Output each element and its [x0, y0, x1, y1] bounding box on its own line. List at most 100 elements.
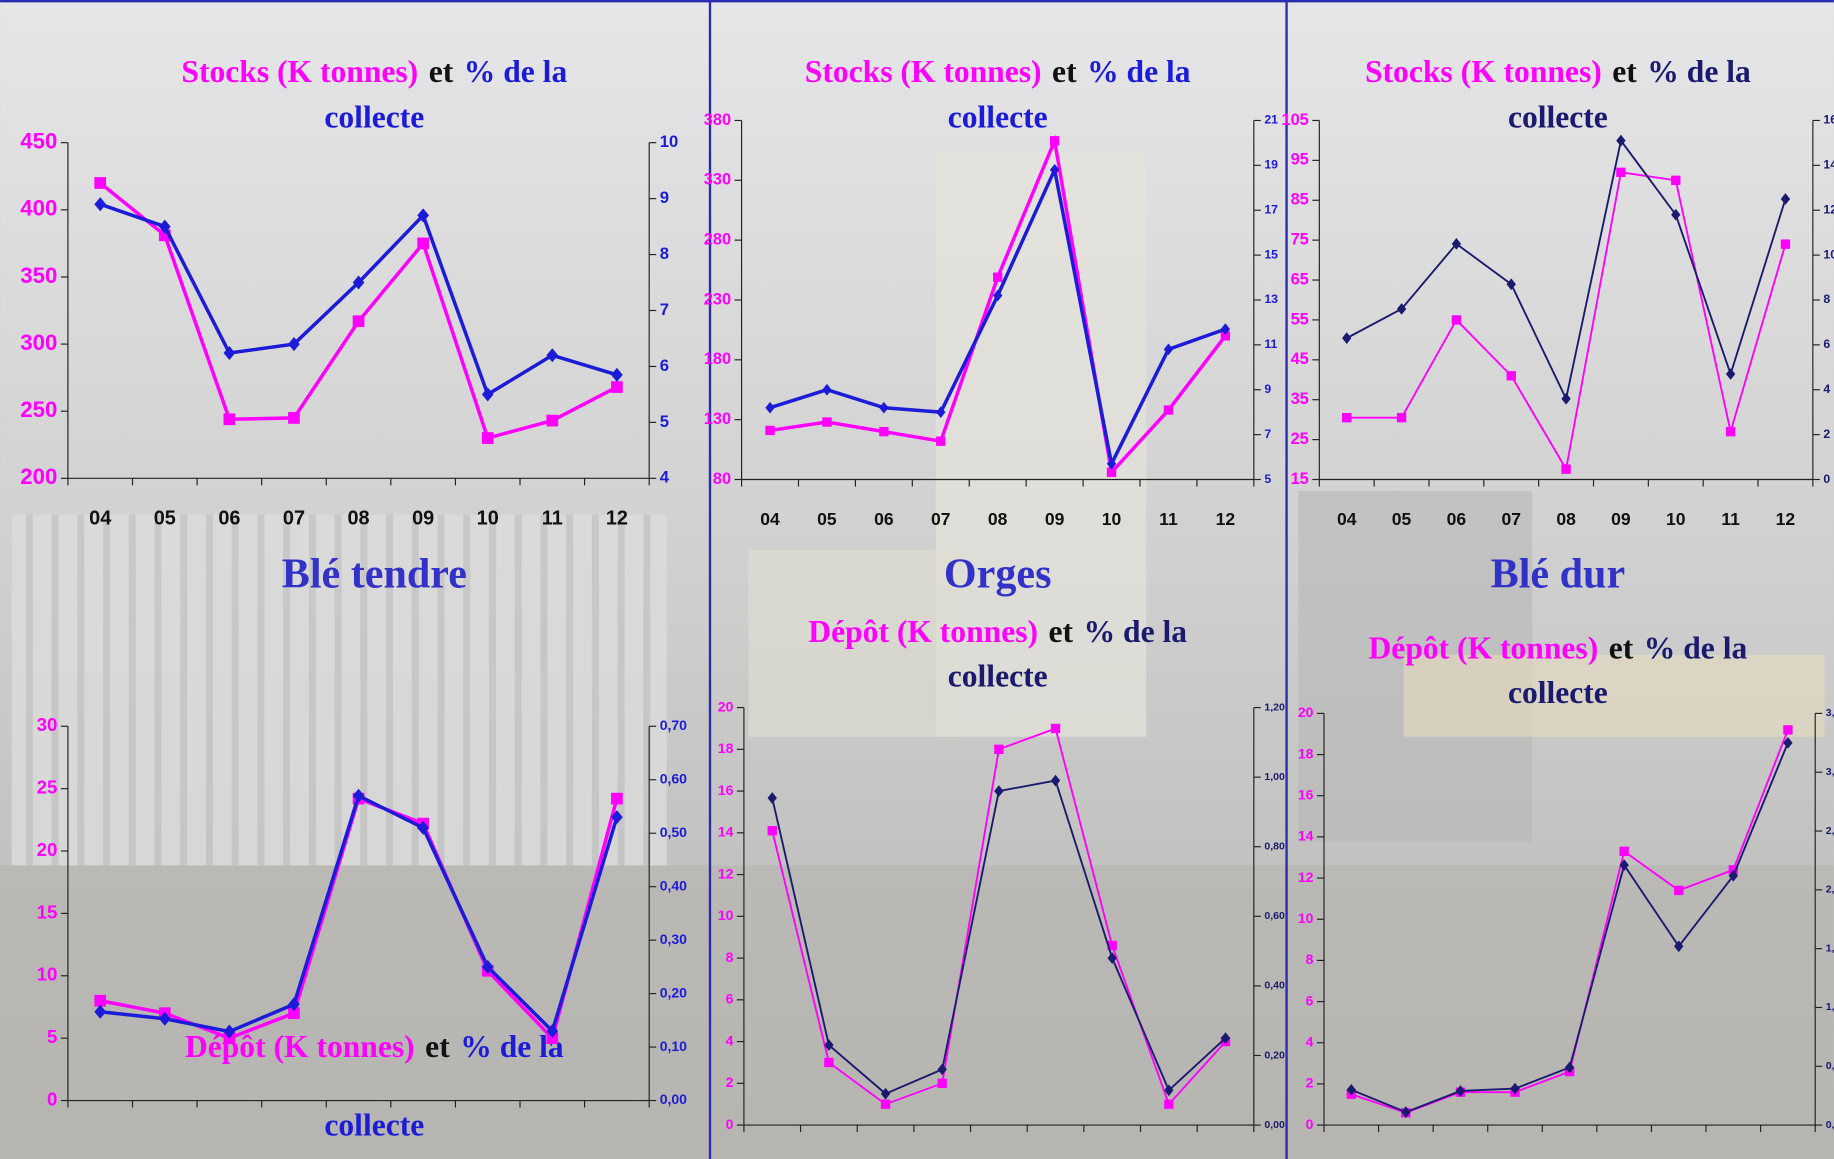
y-tick-label: 18 — [1298, 745, 1314, 761]
marker — [94, 994, 107, 1007]
marker — [1451, 238, 1462, 250]
marker — [1163, 405, 1174, 415]
marker — [223, 346, 236, 361]
marker — [1725, 426, 1736, 437]
marker — [546, 1032, 559, 1044]
marker — [936, 436, 946, 446]
y2-tick-label: 5 — [660, 412, 669, 431]
chart-title: collecte — [948, 659, 1048, 694]
x-tick-label: 11 — [1721, 509, 1740, 529]
marker — [880, 1087, 891, 1100]
x-tick-label: 11 — [1159, 509, 1178, 529]
x-tick-label: 12 — [1216, 509, 1236, 529]
y-tick-label: 0 — [47, 1088, 57, 1109]
y-tick-label: 15 — [1291, 470, 1309, 488]
y-tick-label: 200 — [20, 464, 57, 489]
y2-tick-label: 0,80 — [1264, 841, 1285, 853]
marker — [1561, 464, 1571, 474]
y-tick-label: 16 — [1298, 786, 1314, 802]
x-tick-label: 08 — [347, 508, 369, 530]
y-tick-label: 4 — [1306, 1033, 1314, 1049]
marker — [1106, 467, 1117, 478]
marker — [1674, 940, 1684, 953]
y-tick-label: 55 — [1291, 310, 1309, 328]
y2-tick-label: 0,30 — [660, 931, 687, 947]
x-tick-label: 07 — [931, 509, 951, 529]
title-part: Stocks (K tonnes) — [181, 54, 418, 89]
title-part: % de la — [1084, 614, 1188, 649]
x-tick-label: 12 — [606, 508, 628, 530]
marker — [1671, 208, 1681, 221]
marker — [1050, 723, 1061, 734]
marker — [993, 272, 1003, 282]
y2-tick-label: 0,20 — [660, 984, 687, 1000]
x-tick-label: 05 — [817, 509, 837, 529]
marker — [94, 197, 107, 212]
marker — [1619, 846, 1629, 856]
marker — [288, 412, 300, 424]
y2-tick-label: 8 — [660, 244, 669, 263]
y2-tick-label: 7 — [1264, 427, 1271, 441]
y2-tick-label: 0,70 — [660, 717, 687, 733]
marker — [1561, 392, 1571, 405]
y2-tick-label: 2, — [1826, 825, 1834, 837]
y2-tick-label: 5 — [1264, 472, 1271, 486]
y-tick-label: 12 — [718, 865, 734, 881]
x-tick-label: 08 — [1556, 509, 1576, 529]
marker — [481, 387, 494, 402]
chart-title: Dépôt (K tonnes) et % de la — [808, 614, 1187, 649]
y2-tick-label: 0,40 — [1264, 980, 1285, 992]
marker — [1671, 175, 1681, 185]
y-tick-label: 20 — [1298, 704, 1314, 720]
y2-tick-label: 0,00 — [660, 1091, 687, 1107]
marker — [1220, 1032, 1231, 1044]
x-tick-label: 08 — [988, 509, 1008, 529]
y-tick-label: 180 — [704, 350, 731, 368]
marker — [481, 959, 494, 974]
y2-tick-label: 6 — [1823, 337, 1830, 351]
title-part: et — [429, 54, 454, 89]
y2-tick-label: 8 — [1823, 292, 1830, 306]
y-tick-label: 5 — [47, 1026, 57, 1047]
marker — [937, 1063, 947, 1076]
y-tick-label: 400 — [20, 196, 57, 221]
title-part: et — [1052, 54, 1077, 89]
marker — [546, 1024, 559, 1039]
marker — [1619, 859, 1629, 871]
y-tick-label: 2 — [1306, 1075, 1314, 1091]
y-tick-label: 105 — [1281, 111, 1308, 129]
y2-tick-label: 0,50 — [660, 824, 687, 840]
marker — [1342, 412, 1352, 423]
y-tick-label: 8 — [1306, 951, 1314, 967]
x-tick-label: 07 — [283, 508, 305, 530]
background-roof — [1403, 654, 1825, 737]
y2-tick-label: 1, — [1826, 1001, 1834, 1013]
x-tick-label: 06 — [1447, 509, 1467, 529]
y2-tick-label: 6 — [660, 356, 669, 375]
y2-tick-label: 0,10 — [660, 1038, 687, 1054]
marker — [824, 1039, 834, 1051]
marker — [767, 792, 777, 804]
marker — [1616, 167, 1626, 178]
y-tick-label: 8 — [726, 949, 734, 965]
y-tick-label: 45 — [1291, 350, 1309, 368]
marker — [1346, 1083, 1356, 1096]
marker — [1164, 1099, 1174, 1109]
y-tick-label: 300 — [20, 330, 57, 355]
y-tick-label: 30 — [37, 714, 58, 735]
y-tick-label: 12 — [1298, 869, 1314, 885]
y-tick-label: 16 — [718, 782, 734, 798]
marker — [417, 820, 429, 835]
section-label: Blé tendre — [282, 550, 467, 597]
marker — [1049, 163, 1060, 176]
marker — [1451, 315, 1462, 325]
title-part: collecte — [1508, 675, 1608, 710]
y-tick-label: 75 — [1291, 230, 1309, 248]
y-tick-label: 65 — [1291, 270, 1309, 288]
marker — [1674, 885, 1684, 896]
y2-tick-label: 14 — [1823, 158, 1834, 172]
marker — [1220, 323, 1231, 336]
y-tick-label: 250 — [20, 397, 57, 422]
title-part: Dépôt (K tonnes) — [808, 614, 1038, 649]
